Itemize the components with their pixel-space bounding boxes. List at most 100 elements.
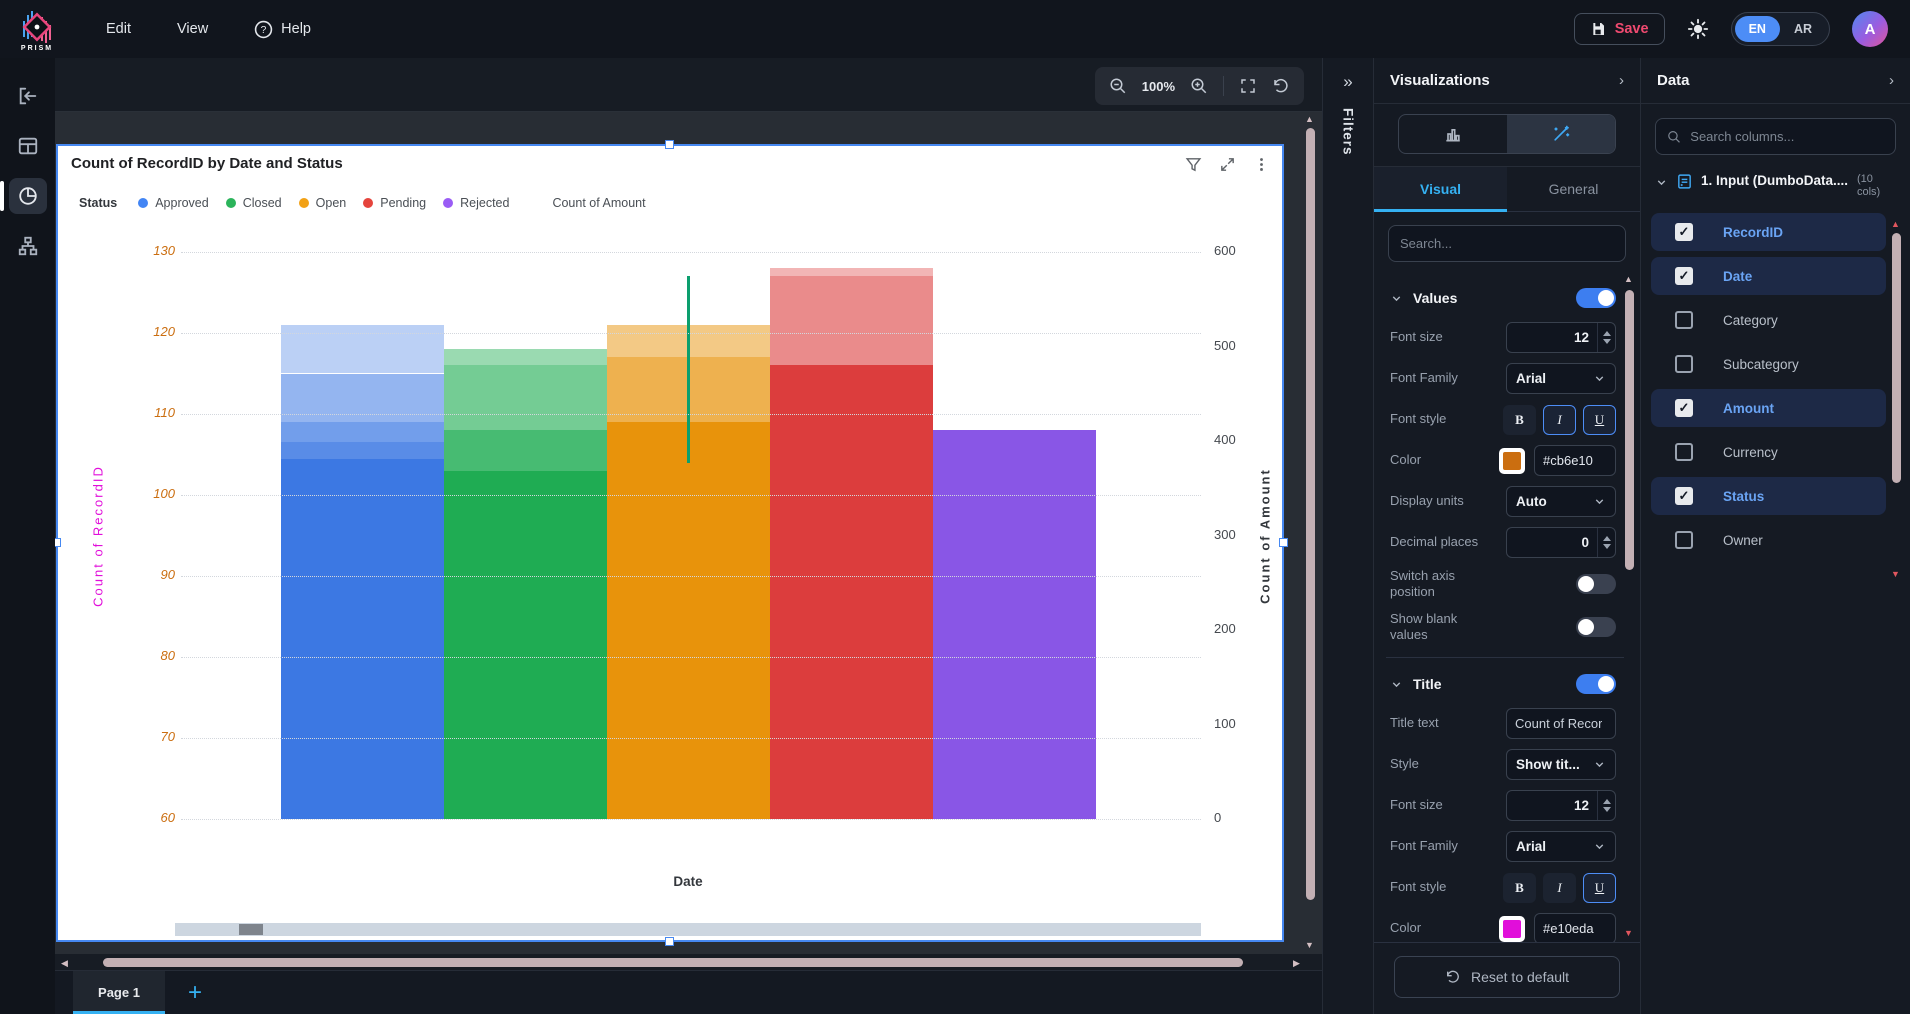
color-hex-input[interactable]: #e10eda [1534,913,1616,942]
resize-handle-top[interactable] [665,140,674,149]
spinner[interactable] [1597,528,1615,557]
menu-help[interactable]: ? Help [254,20,311,39]
column-row-currency[interactable]: Currency [1651,433,1886,471]
legend-item-rejected[interactable]: Rejected [443,196,509,210]
bar-segment-closed[interactable] [444,430,607,471]
resize-handle-right[interactable] [1279,538,1288,547]
bar-segment-pending[interactable] [770,365,933,819]
legend-item-closed[interactable]: Closed [225,196,282,210]
font-size-input[interactable]: 12 [1506,790,1616,821]
bar-segment-open[interactable] [607,422,770,819]
color-swatch[interactable] [1499,915,1525,942]
font-style-bold-button[interactable]: B [1503,404,1536,435]
props-scrollbar[interactable]: ▲ ▼ [1623,274,1637,938]
props-scroll-thumb[interactable] [1625,290,1634,570]
resize-handle-bottom[interactable] [665,937,674,946]
show-blank-values-toggle[interactable] [1576,616,1616,637]
checkbox-unchecked[interactable] [1675,531,1693,550]
lang-en-button[interactable]: EN [1734,16,1780,42]
style-dropdown[interactable]: Show tit... [1506,749,1616,780]
columns-scroll-up-arrow[interactable]: ▲ [1891,219,1900,230]
expand-icon[interactable] [1219,156,1236,173]
collapse-panel-icon[interactable] [9,78,47,114]
scroll-down-arrow[interactable]: ▼ [1305,940,1314,950]
title-text-input[interactable]: Count of Recor [1506,708,1616,739]
toggle-on[interactable] [1576,288,1616,308]
viz-search-input[interactable] [1400,236,1614,251]
bar-segment-closed[interactable] [444,349,607,366]
chart-widget[interactable]: Count of RecordID by Date and Status Sta… [55,140,1288,946]
font-family-dropdown[interactable]: Arial [1506,363,1616,394]
color-swatch[interactable] [1499,447,1525,474]
filters-expand-icon[interactable]: » [1343,72,1353,91]
visualizations-collapse-icon[interactable]: › [1619,72,1624,89]
props-scroll-down-arrow[interactable]: ▼ [1624,928,1633,938]
bar-segment-closed[interactable] [444,470,607,819]
columns-scroll-thumb[interactable] [1892,233,1901,484]
column-row-status[interactable]: ✓ Status [1651,477,1886,516]
decimal-places-input[interactable]: 0 [1506,527,1616,558]
props-scroll-up-arrow[interactable]: ▲ [1624,274,1633,284]
checkbox-checked[interactable]: ✓ [1675,267,1693,286]
bar-segment-pending[interactable] [770,268,933,277]
bar-segment-pending[interactable] [770,276,933,366]
zoom-out-icon[interactable] [1109,77,1127,95]
scroll-up-arrow[interactable]: ▲ [1305,114,1314,124]
legend-item-open[interactable]: Open [298,196,346,210]
color-hex-input[interactable]: #cb6e10 [1534,445,1616,476]
lang-ar-button[interactable]: AR [1793,22,1812,36]
chart-scroll-thumb[interactable] [239,924,263,935]
add-page-button[interactable]: + [187,978,202,1006]
checkbox-unchecked[interactable] [1675,311,1693,330]
canvas-hscroll-thumb[interactable] [103,958,1243,967]
save-button[interactable]: Save [1573,13,1665,45]
columns-scroll-down-arrow[interactable]: ▼ [1891,569,1900,580]
legend-secondary-series[interactable]: Count of Amount [552,196,646,210]
column-row-amount[interactable]: ✓ Amount [1651,389,1886,428]
spinner[interactable] [1597,791,1615,820]
user-avatar[interactable]: A [1852,11,1888,47]
layout-view-icon[interactable] [9,128,47,164]
column-row-owner[interactable]: Owner [1651,521,1886,559]
scroll-right-arrow[interactable]: ▶ [1293,958,1300,968]
font-style-bold-button[interactable]: B [1503,872,1536,903]
chart-horizontal-scrollbar[interactable] [175,923,1201,936]
bar-segment-rejected[interactable] [933,430,1096,819]
flow-view-icon[interactable] [9,228,47,264]
tab-page-1[interactable]: Page 1 [73,971,165,1014]
spinner[interactable] [1597,323,1615,352]
font-family-dropdown[interactable]: Arial [1506,831,1616,862]
menu-edit[interactable]: Edit [106,21,131,37]
menu-view[interactable]: View [177,21,209,37]
font-style-italic-button[interactable]: I [1543,404,1576,435]
section-header-title[interactable]: Title [1390,670,1616,698]
filter-funnel-icon[interactable] [1185,156,1202,173]
legend-item-pending[interactable]: Pending [363,196,426,210]
data-collapse-icon[interactable]: › [1889,72,1894,89]
checkbox-unchecked[interactable] [1675,355,1693,374]
toggle-on[interactable] [1576,674,1616,694]
resize-handle-left[interactable] [55,538,61,547]
more-options-icon[interactable] [1253,156,1270,173]
chart-type-mode-button[interactable] [1399,115,1507,153]
format-mode-button[interactable] [1507,115,1615,153]
bar-segment-approved[interactable] [281,422,444,443]
font-style-italic-button[interactable]: I [1543,872,1576,903]
checkbox-unchecked[interactable] [1675,443,1693,462]
display-units-dropdown[interactable]: Auto [1506,486,1616,517]
font-size-input[interactable]: 12 [1506,322,1616,353]
reset-to-default-button[interactable]: Reset to default [1394,956,1620,998]
zoom-in-icon[interactable] [1190,77,1208,95]
scroll-left-arrow[interactable]: ◀ [61,958,68,968]
column-row-category[interactable]: Category [1651,301,1886,339]
data-search-input[interactable] [1690,129,1884,144]
section-header-values[interactable]: Values [1390,284,1616,312]
dataset-node[interactable]: 1. Input (DumboData.... (10 cols) [1641,161,1910,205]
column-row-recordid[interactable]: ✓ RecordID [1651,213,1886,252]
app-logo[interactable]: PRISM [6,7,68,52]
canvas-vscroll-thumb[interactable] [1306,128,1315,900]
canvas-horizontal-scrollbar[interactable]: ◀ ▶ [55,954,1322,970]
bar-segment-approved[interactable] [281,373,444,423]
column-row-subcategory[interactable]: Subcategory [1651,345,1886,383]
tab-general[interactable]: General [1548,181,1599,197]
